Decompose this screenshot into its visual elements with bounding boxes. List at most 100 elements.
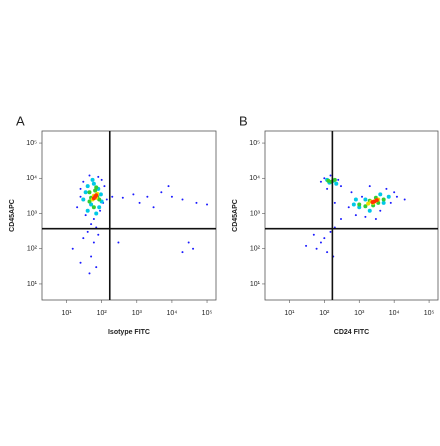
- event-dot: [81, 197, 86, 202]
- event-dot: [315, 247, 318, 250]
- x-tick-label: 10⁴: [167, 310, 178, 317]
- event-dot: [350, 191, 353, 194]
- event-dot: [152, 206, 155, 209]
- event-dot: [105, 198, 108, 201]
- event-dot: [393, 191, 396, 194]
- plot-frame: [264, 130, 439, 301]
- y-tick-label: 10⁵: [249, 140, 260, 147]
- event-dot: [121, 196, 124, 199]
- event-dot: [95, 266, 98, 269]
- event-dot: [90, 177, 95, 182]
- x-tick-label: 10²: [97, 310, 108, 317]
- event-dot: [366, 201, 371, 206]
- event-dot: [160, 191, 163, 194]
- event-dot: [353, 197, 358, 202]
- y-tick-label: 10¹: [250, 281, 261, 288]
- event-dot: [403, 198, 406, 201]
- event-dot: [87, 190, 92, 195]
- event-dot: [94, 185, 99, 190]
- event-dot: [326, 187, 329, 190]
- y-tick-label: 10⁴: [26, 175, 37, 182]
- event-dot: [79, 195, 82, 198]
- event-dot: [98, 192, 103, 197]
- event-dot: [170, 195, 173, 198]
- event-dot: [339, 217, 342, 220]
- event-dot: [79, 187, 82, 190]
- event-dot: [94, 211, 99, 216]
- event-dot: [351, 202, 356, 207]
- event-dot: [91, 181, 96, 186]
- event-dot: [76, 206, 79, 209]
- event-dot: [323, 237, 326, 240]
- y-tick-label: 10³: [27, 210, 38, 217]
- event-dot: [337, 178, 340, 181]
- y-axis-label: CD45APC: [9, 199, 16, 232]
- event-dot: [333, 201, 336, 204]
- event-dot: [90, 223, 93, 226]
- event-dot: [329, 174, 332, 177]
- x-tick-label: 10⁵: [202, 310, 213, 317]
- event-dot: [379, 209, 382, 212]
- x-axis-label: Isotype FITC: [108, 329, 150, 336]
- event-dot: [312, 233, 315, 236]
- event-dot: [357, 205, 362, 210]
- event-dot: [332, 177, 337, 182]
- event-dot: [367, 208, 372, 213]
- event-dot: [89, 202, 94, 207]
- event-dot: [368, 185, 371, 188]
- event-dot: [181, 198, 184, 201]
- event-dot: [82, 237, 85, 240]
- event-dot: [347, 206, 350, 209]
- event-dot: [378, 192, 383, 197]
- event-dot: [91, 205, 96, 210]
- event-dot: [374, 198, 379, 203]
- event-dot: [88, 272, 91, 275]
- event-dot: [326, 178, 331, 183]
- event-dot: [323, 177, 326, 180]
- y-tick-label: 10²: [250, 246, 261, 253]
- event-dot: [354, 214, 357, 217]
- y-tick-label: 10⁵: [26, 140, 37, 147]
- event-dot: [195, 201, 198, 204]
- event-dot: [117, 241, 120, 244]
- event-dot: [132, 193, 135, 196]
- event-dot: [99, 209, 102, 212]
- event-dot: [97, 175, 100, 178]
- y-tick-label: 10¹: [27, 281, 38, 288]
- event-dot: [364, 215, 367, 218]
- plot-frame: [41, 130, 217, 301]
- event-dot: [167, 185, 170, 188]
- event-dot: [97, 233, 100, 236]
- event-dot: [363, 204, 368, 209]
- panel-label: A: [16, 113, 25, 128]
- x-tick-label: 10⁵: [424, 310, 435, 317]
- event-dot: [329, 230, 332, 233]
- event-dot: [319, 180, 322, 183]
- event-dot: [103, 185, 106, 188]
- event-dot: [326, 251, 329, 254]
- event-dot: [146, 195, 149, 198]
- x-tick-label: 10³: [132, 310, 143, 317]
- event-dot: [87, 199, 92, 204]
- event-dot: [395, 195, 398, 198]
- event-dot: [97, 205, 102, 210]
- event-dot: [381, 200, 386, 205]
- event-dot: [374, 217, 377, 220]
- x-tick-label: 10¹: [61, 310, 72, 317]
- event-dot: [88, 174, 91, 177]
- y-tick-label: 10²: [27, 246, 38, 253]
- event-dot: [192, 247, 195, 250]
- y-axis-label: CD45APC: [232, 199, 239, 232]
- event-dot: [319, 241, 322, 244]
- event-dot: [82, 180, 85, 183]
- event-dot: [138, 201, 141, 204]
- event-dot: [71, 247, 74, 250]
- event-dot: [385, 187, 388, 190]
- event-dot: [386, 194, 391, 199]
- event-dot: [85, 184, 90, 189]
- event-dot: [381, 197, 386, 202]
- x-tick-label: 10²: [319, 310, 330, 317]
- event-dot: [91, 196, 96, 201]
- event-dot: [361, 195, 364, 198]
